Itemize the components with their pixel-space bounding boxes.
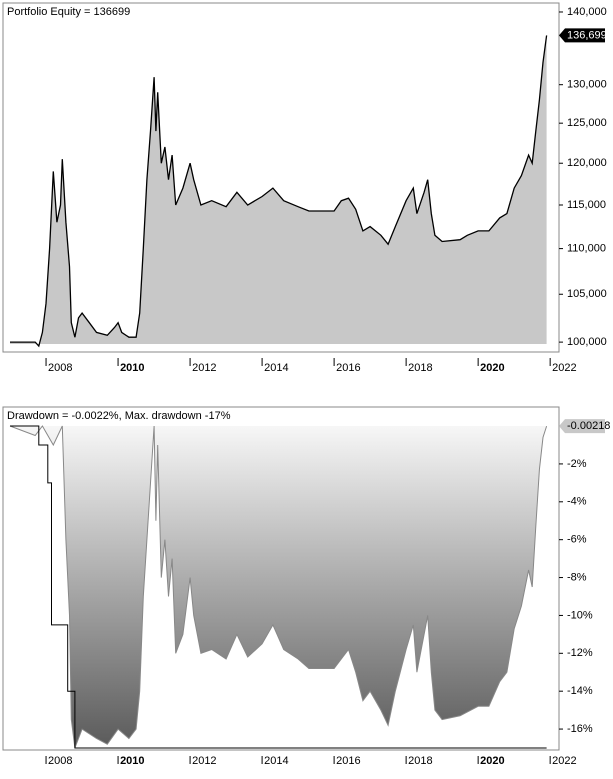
last-value-box	[559, 419, 605, 434]
y-tick-label: 140,000	[567, 6, 607, 18]
x-tick-label: 2012	[192, 362, 216, 374]
area-fill	[10, 426, 547, 748]
chart-title: Drawdown = -0.0022%, Max. drawdown -17%	[7, 410, 231, 422]
equity-panel: 100,000 105,000 110,000 115,000 120,000 125,0…	[2, 2, 607, 374]
y-tick-label: 130,000	[567, 79, 607, 91]
y-tick-label: -2%	[567, 458, 587, 470]
y-tick-label: -16%	[567, 723, 593, 735]
area-fill	[10, 35, 547, 347]
last-value-box	[559, 28, 605, 43]
x-tick-label: 2020	[480, 362, 504, 374]
x-tick-label: 2008	[48, 755, 72, 767]
x-tick-label: 2018	[408, 362, 432, 374]
x-tick-label: 2022	[552, 755, 576, 767]
x-tick-label: 2012	[192, 755, 216, 767]
y-tick-label: 110,000	[567, 243, 606, 255]
x-tick-label: 2010	[120, 755, 144, 767]
y-tick-label: 125,000	[567, 117, 607, 129]
y-tick-label: -8%	[567, 571, 587, 583]
y-tick-label: -14%	[567, 685, 593, 697]
y-tick-label: -4%	[567, 496, 587, 508]
series-line	[10, 35, 548, 348]
y-tick-label: -6%	[567, 534, 587, 546]
series-line	[9, 425, 548, 749]
drawdown-panel: -2% -4% -6% -8% -10% -12% -14% -16% 2008 2010 2012…	[2, 406, 610, 767]
x-tick-label: 2018	[408, 755, 432, 767]
max-drawdown-line	[10, 425, 547, 749]
x-tick-label: 2014	[264, 755, 288, 767]
y-tick-label: 115,000	[567, 199, 606, 211]
x-tick-label: 2020	[480, 755, 504, 767]
x-tick-label: 2022	[552, 362, 576, 374]
x-tick-label: 2016	[336, 755, 360, 767]
last-value-label: 136,699	[567, 29, 607, 41]
y-tick-label: 105,000	[567, 288, 607, 300]
y-tick-label: 120,000	[567, 157, 607, 169]
x-tick-label: 2014	[264, 362, 288, 374]
chart-title: Portfolio Equity = 136699	[7, 6, 130, 18]
y-tick-label: 100,000	[567, 336, 607, 348]
x-tick-label: 2008	[48, 362, 72, 374]
x-tick-label: 2016	[336, 362, 360, 374]
y-tick-label: -10%	[567, 609, 593, 621]
last-value-label: -0.00218	[567, 420, 610, 432]
y-tick-label: -12%	[567, 647, 593, 659]
x-tick-label: 2010	[120, 362, 144, 374]
